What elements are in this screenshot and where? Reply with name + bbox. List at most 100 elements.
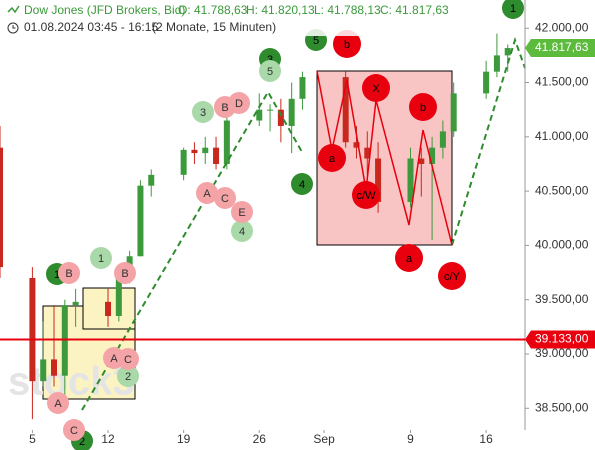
candle-body — [51, 359, 58, 376]
y-tick-label: 39.500,00 — [535, 292, 589, 306]
candle-body — [202, 147, 209, 154]
trend-line — [81, 89, 303, 411]
clock-icon — [7, 22, 19, 34]
period: (2 Monate, 15 Minuten) — [152, 20, 276, 34]
price-label: 41.817,63 — [535, 40, 589, 54]
wave-label: a — [406, 253, 413, 265]
subtitle: 01.08.2024 03:45 - 16:15 — [24, 20, 158, 34]
wave-label: A — [54, 398, 62, 410]
candle-body — [299, 77, 306, 99]
header: Dow Jones (JFD Brokers, Bid) O: 41.788,6… — [7, 3, 449, 34]
candle-body — [0, 147, 3, 268]
x-tick-label: 9 — [407, 432, 414, 446]
candle-body — [429, 147, 436, 164]
wave-marker — [318, 144, 346, 172]
candle-body — [407, 158, 414, 202]
y-tick-label: 39.000,00 — [535, 346, 589, 360]
wave-marker — [196, 182, 218, 204]
ohlc-value: C: 41.817,63 — [380, 3, 449, 17]
wave-label: b — [420, 102, 426, 114]
wave-marker — [352, 181, 380, 209]
wave-label: B — [221, 102, 228, 114]
candle-body — [115, 272, 122, 316]
wave-label: 3 — [200, 107, 206, 119]
candle-body — [277, 109, 284, 126]
wave-label: b — [344, 39, 350, 51]
candle-body — [504, 48, 511, 56]
clock-hand — [12, 25, 16, 29]
wave-lines — [81, 36, 526, 411]
zigzag-line — [316, 70, 453, 246]
candle-body — [483, 71, 490, 94]
wave-marker — [231, 220, 253, 242]
wave-label: C — [221, 193, 229, 205]
wave-label: C — [124, 354, 132, 366]
candle-body — [364, 147, 371, 159]
y-tick-label: 41.000,00 — [535, 129, 589, 143]
wave-marker — [192, 101, 214, 123]
x-tick-label: 5 — [29, 432, 36, 446]
wave-label: 3 — [267, 54, 273, 66]
candle-body — [267, 109, 274, 111]
wave-marker — [395, 244, 423, 272]
candle-body — [493, 55, 500, 72]
candle-body — [105, 301, 112, 316]
header-bg — [0, 0, 460, 36]
chart-title: Dow Jones (JFD Brokers, Bid) — [24, 3, 185, 17]
wave-marker — [214, 187, 236, 209]
wave-label: 4 — [299, 179, 305, 191]
candle-body — [439, 131, 446, 148]
candle-body — [180, 149, 187, 175]
wave-label: E — [238, 207, 245, 219]
ohlc-value: H: 41.820,13 — [246, 3, 315, 17]
candle-body — [353, 142, 360, 148]
ohlc-value: L: 41.788,13 — [314, 3, 381, 17]
wave-label: X — [372, 83, 380, 95]
y-tick-label: 40.000,00 — [535, 238, 589, 252]
wave-label: c/W — [357, 190, 377, 202]
x-tick-label: 16 — [479, 432, 493, 446]
wave-label: B — [121, 268, 128, 280]
wave-label: 1 — [510, 3, 516, 15]
candle-body — [191, 149, 198, 154]
wave-marker — [502, 0, 524, 19]
wave-marker — [333, 30, 361, 58]
y-tick-label: 41.500,00 — [535, 75, 589, 89]
wave-marker — [291, 173, 313, 195]
wave-label: c/Y — [444, 271, 461, 283]
wave-marker — [362, 74, 390, 102]
wave-marker — [63, 419, 85, 441]
price-tag — [525, 39, 595, 58]
wave-marker — [117, 348, 139, 370]
x-tick-label: 26 — [253, 432, 267, 446]
wave-marker — [231, 201, 253, 223]
wave-marker — [409, 93, 437, 121]
x-tick-label: 19 — [177, 432, 191, 446]
chart-icon — [7, 5, 20, 14]
wave-label: B — [65, 268, 72, 280]
wave-marker — [90, 247, 112, 269]
candle-body — [342, 77, 349, 143]
x-tick-label: Sep — [313, 432, 335, 446]
wave-label: 1 — [98, 253, 104, 265]
wave-marker — [47, 392, 69, 414]
candle-body — [137, 185, 144, 257]
y-tick-label: 42.000,00 — [535, 20, 589, 34]
x-tick-label: 12 — [101, 432, 115, 446]
candle-body — [72, 301, 79, 306]
wave-label: 2 — [79, 436, 85, 448]
y-tick-label: 40.500,00 — [535, 183, 589, 197]
level-tag — [525, 330, 595, 349]
candle-body — [418, 158, 425, 164]
wave-label: 1 — [54, 269, 60, 281]
candle-body — [40, 359, 47, 382]
wave-label: 5 — [267, 66, 273, 78]
candle-body — [29, 277, 36, 382]
level-label: 39.133,00 — [535, 332, 589, 346]
ohlc-value: O: 41.788,63 — [178, 3, 248, 17]
candle-body — [213, 147, 220, 164]
wave-label: C — [70, 425, 78, 437]
candle-body — [288, 98, 295, 126]
